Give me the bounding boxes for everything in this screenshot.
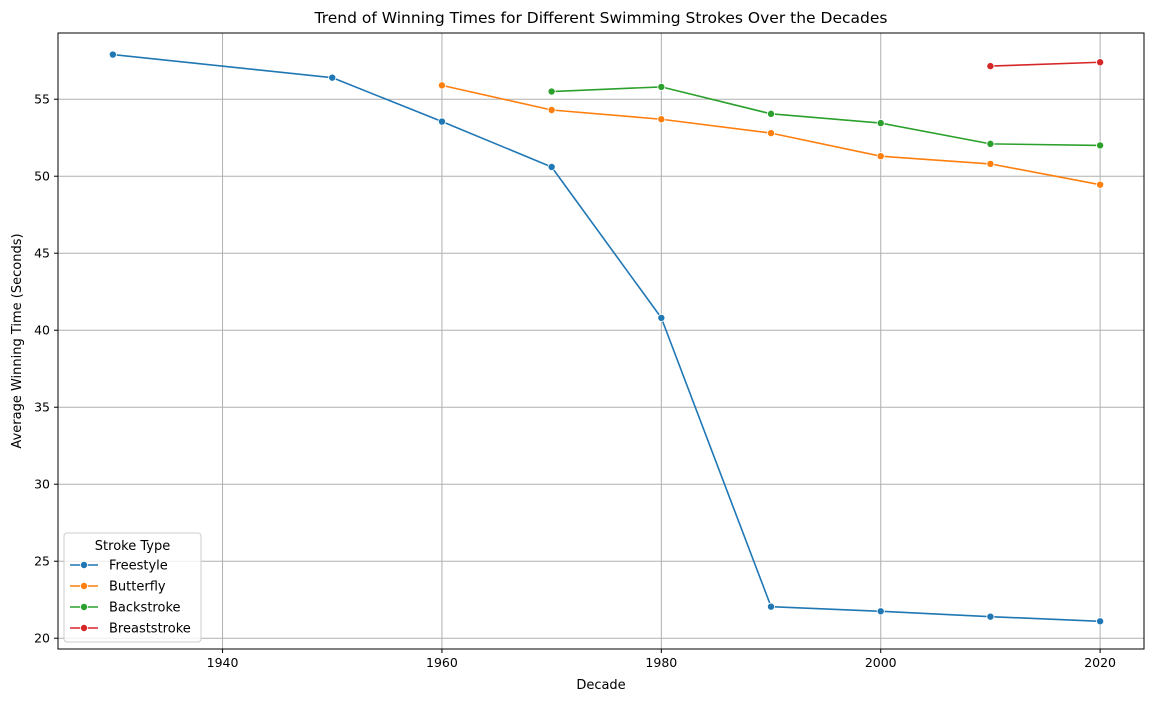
- data-point: [876, 152, 885, 161]
- data-point: [876, 607, 885, 616]
- legend-marker: [80, 603, 89, 612]
- legend-items: Freestyle Butterfly Backstroke Breaststroke: [70, 559, 191, 637]
- chart-title: Trend of Winning Times for Different Swi…: [314, 9, 888, 27]
- x-tick-label: 2000: [865, 655, 897, 670]
- legend-item-breaststroke: Breaststroke: [70, 622, 191, 637]
- y-tick-label: 20: [34, 631, 50, 646]
- series-backstroke: [547, 82, 1105, 150]
- plot-series: [108, 50, 1105, 626]
- data-point: [986, 159, 995, 168]
- y-tick-label: 45: [34, 246, 50, 261]
- data-point: [547, 162, 556, 171]
- series-line: [551, 86, 1101, 147]
- series-freestyle: [108, 50, 1105, 626]
- data-point: [108, 50, 117, 59]
- legend-label: Breaststroke: [109, 622, 191, 637]
- x-tick-label: 1960: [426, 655, 458, 670]
- y-tick-label: 40: [34, 323, 50, 338]
- data-point: [986, 612, 995, 621]
- plot-frame: [57, 32, 1145, 650]
- data-point: [1096, 617, 1105, 626]
- legend-item-freestyle: Freestyle: [70, 559, 168, 574]
- legend-item-butterfly: Butterfly: [70, 580, 166, 595]
- legend-marker: [80, 582, 89, 591]
- legend-label: Backstroke: [109, 601, 181, 616]
- y-axis-label: Average Winning Time (Seconds): [10, 233, 25, 448]
- legend-box: [63, 532, 202, 643]
- legend-title: Stroke Type: [95, 539, 170, 554]
- data-point: [1096, 180, 1105, 189]
- y-tick-label: 55: [34, 92, 50, 107]
- legend: Stroke Type Freestyle Butterfly Backstroke…: [63, 532, 202, 643]
- data-point: [767, 109, 776, 118]
- y-tick-label: 25: [34, 554, 50, 569]
- series-line: [990, 61, 1101, 67]
- data-point: [876, 119, 885, 128]
- data-point: [1096, 58, 1105, 67]
- y-tick-label: 30: [34, 477, 50, 492]
- grid-lines: [58, 33, 1144, 649]
- y-tick-label: 35: [34, 400, 50, 415]
- legend-label: Freestyle: [109, 559, 168, 574]
- legend-label: Butterfly: [109, 580, 166, 595]
- legend-item-backstroke: Backstroke: [70, 601, 181, 616]
- data-point: [328, 73, 337, 82]
- data-point: [657, 313, 666, 322]
- y-tick-label: 50: [34, 169, 50, 184]
- legend-marker: [80, 561, 89, 570]
- series-line: [112, 53, 1101, 623]
- x-axis-label: Decade: [576, 678, 625, 693]
- x-tick-label: 1940: [207, 655, 239, 670]
- data-point: [986, 62, 995, 71]
- legend-marker: [80, 624, 89, 633]
- data-point: [1096, 141, 1105, 150]
- series-breaststroke: [986, 58, 1105, 71]
- data-point: [657, 82, 666, 91]
- data-point: [767, 129, 776, 138]
- series-butterfly: [437, 81, 1105, 189]
- x-tick-label: 1980: [645, 655, 677, 670]
- data-point: [986, 139, 995, 148]
- data-point: [657, 115, 666, 124]
- x-tick-label: 2020: [1084, 655, 1116, 670]
- data-point: [767, 602, 776, 611]
- data-point: [437, 81, 446, 90]
- data-point: [437, 117, 446, 126]
- data-point: [547, 87, 556, 96]
- data-point: [547, 106, 556, 115]
